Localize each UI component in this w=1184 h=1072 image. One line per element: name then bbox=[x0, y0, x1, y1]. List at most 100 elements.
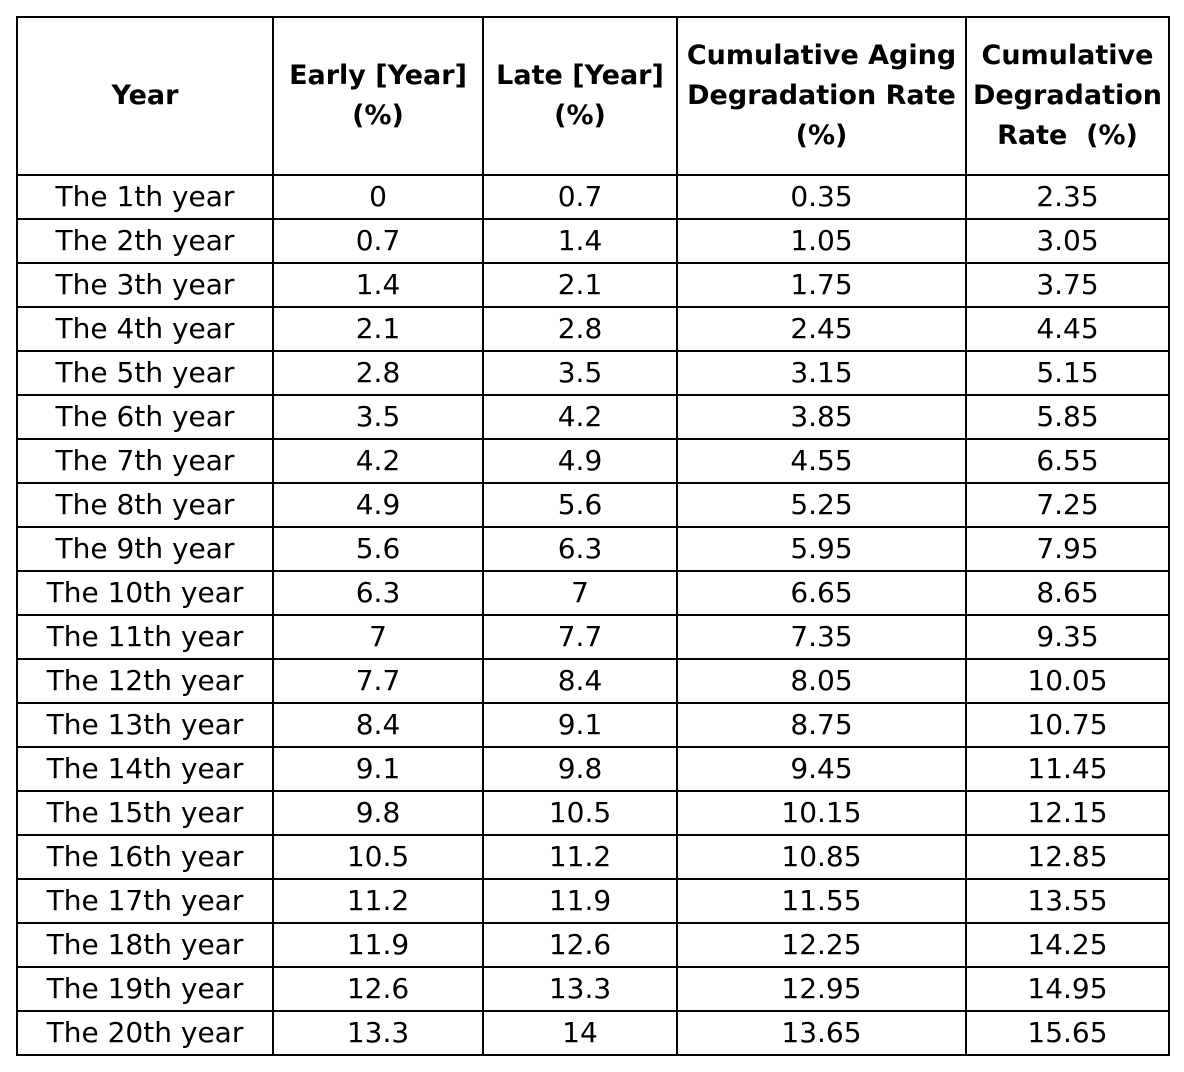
cell-cumulative-aging-rate: 7.35 bbox=[676, 614, 967, 660]
header-early-line: Early [Year] bbox=[289, 60, 467, 91]
cell-year: The 17th year bbox=[16, 878, 274, 924]
cell-late: 9.8 bbox=[482, 746, 678, 792]
cell-early: 10.5 bbox=[272, 834, 484, 880]
cell-late: 11.2 bbox=[482, 834, 678, 880]
cell-early: 3.5 bbox=[272, 394, 484, 440]
cell-year: The 1th year bbox=[16, 174, 274, 220]
cell-cumulative-aging-rate: 5.95 bbox=[676, 526, 967, 572]
table-row: The 15th year 9.8 10.5 10.15 12.15 bbox=[16, 790, 1170, 836]
cell-late: 8.4 bbox=[482, 658, 678, 704]
cell-cumulative-aging-rate: 12.95 bbox=[676, 966, 967, 1012]
cell-early: 13.3 bbox=[272, 1010, 484, 1056]
header-cumulative-rate-line: Rate (%) bbox=[997, 120, 1138, 151]
table-row: The 19th year 12.6 13.3 12.95 14.95 bbox=[16, 966, 1170, 1012]
header-cumulative-rate-line: Degradation bbox=[972, 80, 1163, 111]
cell-year: The 19th year bbox=[16, 966, 274, 1012]
cell-year: The 12th year bbox=[16, 658, 274, 704]
cell-cumulative-rate: 5.85 bbox=[965, 394, 1170, 440]
cell-cumulative-aging-rate: 8.75 bbox=[676, 702, 967, 748]
cell-cumulative-rate: 5.15 bbox=[965, 350, 1170, 396]
cell-year: The 18th year bbox=[16, 922, 274, 968]
cell-cumulative-rate: 10.75 bbox=[965, 702, 1170, 748]
cell-late: 5.6 bbox=[482, 482, 678, 528]
cell-late: 4.9 bbox=[482, 438, 678, 484]
cell-cumulative-aging-rate: 3.85 bbox=[676, 394, 967, 440]
cell-early: 12.6 bbox=[272, 966, 484, 1012]
cell-late: 0.7 bbox=[482, 174, 678, 220]
table-row: The 3th year 1.4 2.1 1.75 3.75 bbox=[16, 262, 1170, 308]
cell-year: The 13th year bbox=[16, 702, 274, 748]
cell-cumulative-aging-rate: 2.45 bbox=[676, 306, 967, 352]
cell-cumulative-aging-rate: 0.35 bbox=[676, 174, 967, 220]
cell-late: 6.3 bbox=[482, 526, 678, 572]
table-row: The 14th year 9.1 9.8 9.45 11.45 bbox=[16, 746, 1170, 792]
cell-cumulative-aging-rate: 13.65 bbox=[676, 1010, 967, 1056]
table-row: The 9th year 5.6 6.3 5.95 7.95 bbox=[16, 526, 1170, 572]
cell-late: 12.6 bbox=[482, 922, 678, 968]
cell-cumulative-aging-rate: 3.15 bbox=[676, 350, 967, 396]
table-row: The 12th year 7.7 8.4 8.05 10.05 bbox=[16, 658, 1170, 704]
header-late-line: Late [Year] bbox=[496, 60, 664, 91]
cell-year: The 11th year bbox=[16, 614, 274, 660]
cell-cumulative-rate: 9.35 bbox=[965, 614, 1170, 660]
cell-cumulative-rate: 7.95 bbox=[965, 526, 1170, 572]
header-early: Early [Year] (%) bbox=[272, 16, 484, 176]
cell-year: The 2th year bbox=[16, 218, 274, 264]
cell-year: The 6th year bbox=[16, 394, 274, 440]
header-cumulative-aging-rate-line: Degradation Rate bbox=[687, 80, 956, 111]
cell-early: 11.9 bbox=[272, 922, 484, 968]
table-row: The 13th year 8.4 9.1 8.75 10.75 bbox=[16, 702, 1170, 748]
cell-early: 9.1 bbox=[272, 746, 484, 792]
cell-late: 10.5 bbox=[482, 790, 678, 836]
table-row: The 17th year 11.2 11.9 11.55 13.55 bbox=[16, 878, 1170, 924]
cell-cumulative-aging-rate: 12.25 bbox=[676, 922, 967, 968]
cell-year: The 10th year bbox=[16, 570, 274, 616]
table-row: The 7th year 4.2 4.9 4.55 6.55 bbox=[16, 438, 1170, 484]
header-year: Year bbox=[16, 16, 274, 176]
cell-cumulative-rate: 7.25 bbox=[965, 482, 1170, 528]
cell-late: 1.4 bbox=[482, 218, 678, 264]
table-row: The 11th year 7 7.7 7.35 9.35 bbox=[16, 614, 1170, 660]
cell-year: The 8th year bbox=[16, 482, 274, 528]
header-cumulative-rate: Cumulative Degradation Rate (%) bbox=[965, 16, 1170, 176]
cell-year: The 16th year bbox=[16, 834, 274, 880]
cell-late: 2.8 bbox=[482, 306, 678, 352]
cell-late: 7 bbox=[482, 570, 678, 616]
table-row: The 18th year 11.9 12.6 12.25 14.25 bbox=[16, 922, 1170, 968]
table-row: The 2th year 0.7 1.4 1.05 3.05 bbox=[16, 218, 1170, 264]
cell-year: The 5th year bbox=[16, 350, 274, 396]
cell-cumulative-aging-rate: 10.85 bbox=[676, 834, 967, 880]
cell-early: 0.7 bbox=[272, 218, 484, 264]
table-row: The 6th year 3.5 4.2 3.85 5.85 bbox=[16, 394, 1170, 440]
cell-late: 11.9 bbox=[482, 878, 678, 924]
cell-cumulative-aging-rate: 6.65 bbox=[676, 570, 967, 616]
cell-cumulative-rate: 3.05 bbox=[965, 218, 1170, 264]
cell-year: The 4th year bbox=[16, 306, 274, 352]
cell-early: 2.1 bbox=[272, 306, 484, 352]
header-year-line: Year bbox=[111, 80, 179, 111]
cell-year: The 14th year bbox=[16, 746, 274, 792]
cell-late: 7.7 bbox=[482, 614, 678, 660]
cell-early: 2.8 bbox=[272, 350, 484, 396]
cell-cumulative-rate: 14.25 bbox=[965, 922, 1170, 968]
cell-cumulative-rate: 12.85 bbox=[965, 834, 1170, 880]
cell-early: 4.2 bbox=[272, 438, 484, 484]
cell-early: 7 bbox=[272, 614, 484, 660]
header-early-line: (%) bbox=[352, 100, 404, 131]
cell-late: 3.5 bbox=[482, 350, 678, 396]
table-row: The 1th year 0 0.7 0.35 2.35 bbox=[16, 174, 1170, 220]
cell-year: The 7th year bbox=[16, 438, 274, 484]
cell-early: 11.2 bbox=[272, 878, 484, 924]
table-header: Year Early [Year] (%) Late [Year] (%) Cumulat… bbox=[16, 16, 1170, 176]
cell-cumulative-rate: 11.45 bbox=[965, 746, 1170, 792]
cell-early: 5.6 bbox=[272, 526, 484, 572]
cell-cumulative-rate: 10.05 bbox=[965, 658, 1170, 704]
cell-cumulative-aging-rate: 4.55 bbox=[676, 438, 967, 484]
cell-cumulative-rate: 4.45 bbox=[965, 306, 1170, 352]
table-row: The 5th year 2.8 3.5 3.15 5.15 bbox=[16, 350, 1170, 396]
cell-late: 9.1 bbox=[482, 702, 678, 748]
cell-cumulative-aging-rate: 5.25 bbox=[676, 482, 967, 528]
cell-cumulative-rate: 3.75 bbox=[965, 262, 1170, 308]
header-late: Late [Year] (%) bbox=[482, 16, 678, 176]
cell-cumulative-rate: 14.95 bbox=[965, 966, 1170, 1012]
